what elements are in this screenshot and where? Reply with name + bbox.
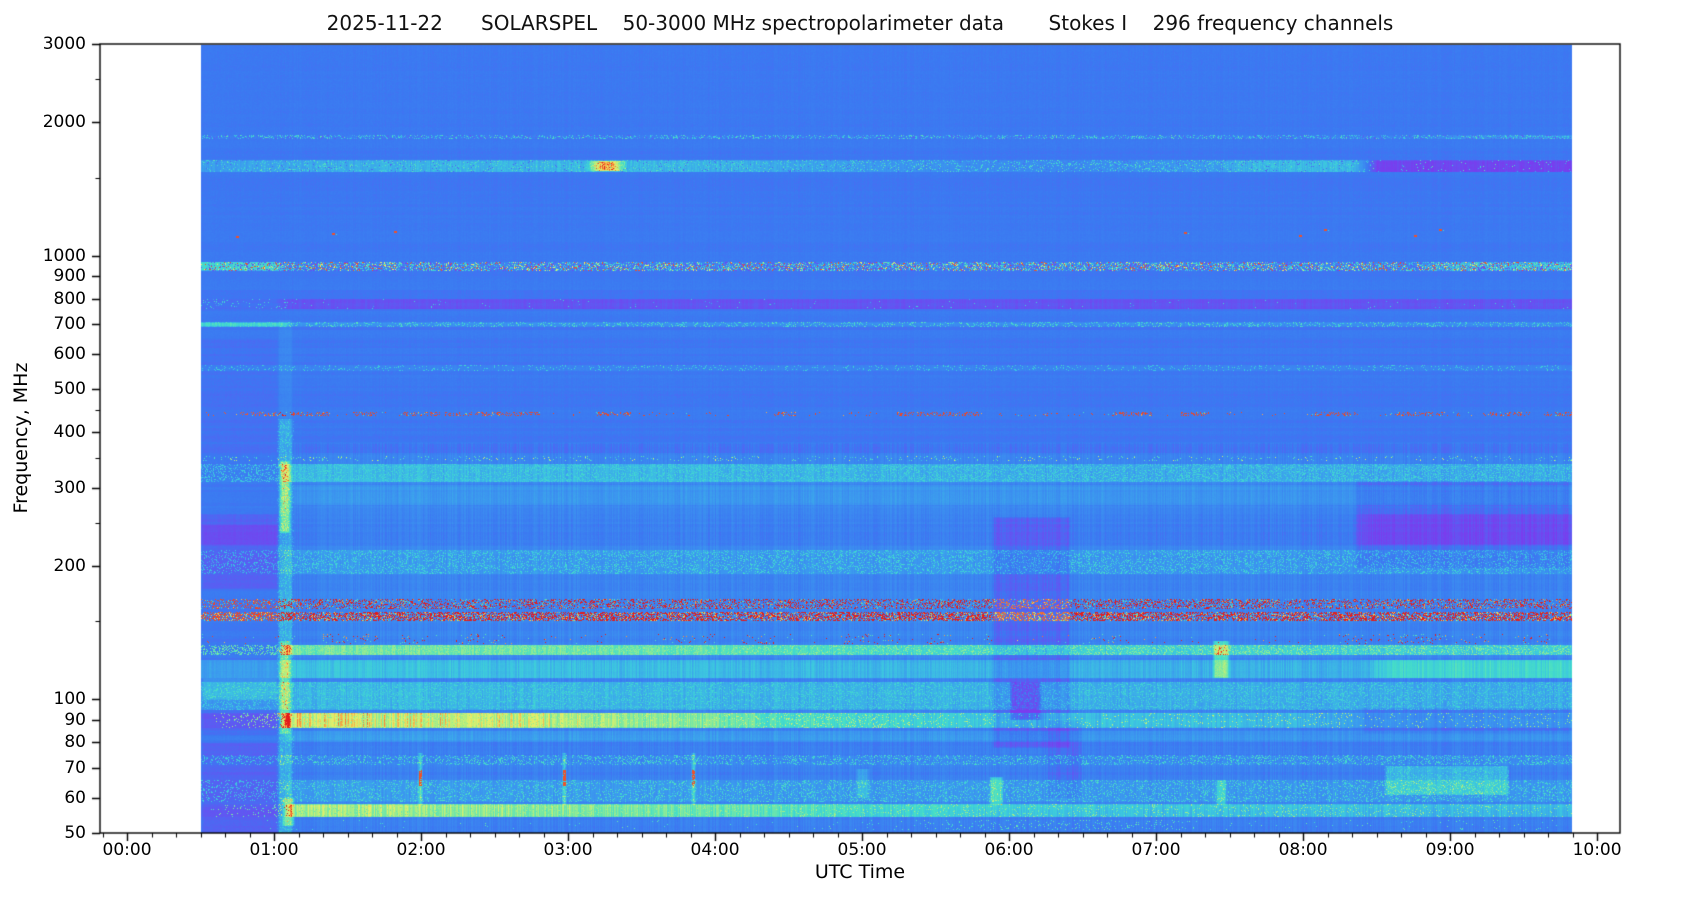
y-tick-label: 60 [64,787,86,808]
x-tick-label: 00:00 [102,840,152,860]
x-tick-label: 10:00 [1572,840,1622,860]
y-tick-label: 3000 [42,34,86,54]
x-tick-label: 08:00 [1278,840,1328,860]
x-tick-label: 05:00 [837,840,887,860]
x-tick-label: 09:00 [1425,840,1475,860]
y-tick-label: 100 [53,689,86,710]
x-tick-label: 07:00 [1131,840,1181,860]
x-tick-label: 04:00 [690,840,740,860]
x-tick-label: 06:00 [984,840,1034,860]
x-axis-label: UTC Time [814,861,906,883]
chart-title: 2025-11-22 SOLARSPEL 50-3000 MHz spectro… [326,11,1394,35]
y-tick-label: 900 [53,266,86,286]
y-tick-label: 600 [53,344,86,365]
y-tick-label: 800 [53,288,86,309]
x-tick-label: 02:00 [396,840,446,860]
y-tick-label: 80 [64,732,86,753]
x-tick-label: 03:00 [543,840,593,860]
y-tick-label: 300 [53,477,86,498]
y-tick-label: 700 [53,314,86,335]
y-tick-label: 70 [64,758,86,779]
y-tick-label: 500 [53,379,86,400]
y-tick-label: 200 [53,555,86,576]
y-tick-label: 90 [64,709,86,730]
x-tick-label: 01:00 [249,840,299,860]
y-tick-label: 1000 [42,245,86,266]
y-tick-label: 2000 [42,112,86,133]
y-tick-label: 400 [53,422,86,443]
y-tick-label: 50 [64,823,86,843]
